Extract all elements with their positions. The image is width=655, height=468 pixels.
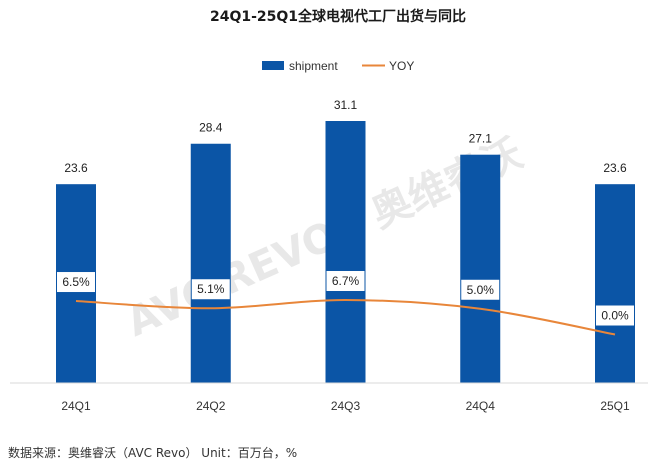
yoy-line [75, 298, 616, 336]
yoy-value-label: 6.5% [62, 275, 90, 289]
bar-24q4 [460, 154, 501, 383]
source-note: 数据来源：奥维睿沃（AVC Revo） Unit：百万台，% [8, 446, 298, 460]
bar-24q3 [325, 121, 366, 383]
yoy-value-label: 6.7% [332, 274, 360, 288]
yoy-value-label: 5.0% [467, 283, 495, 297]
bar-value-label: 23.6 [64, 161, 88, 175]
yoy-label-box [461, 279, 500, 300]
bar-value-label: 31.1 [334, 98, 358, 112]
yoy-value-label: 5.1% [197, 282, 225, 296]
x-tick-label: 24Q4 [466, 399, 496, 413]
bar-value-label: 23.6 [603, 161, 627, 175]
x-tick-label: 24Q1 [61, 399, 91, 413]
legend: shipment YOY [262, 59, 414, 73]
x-axis-ticks: 24Q1 24Q2 24Q3 24Q4 25Q1 [61, 399, 630, 413]
x-tick-label: 24Q2 [196, 399, 226, 413]
legend-shipment-label: shipment [289, 59, 338, 73]
x-tick-label: 25Q1 [600, 399, 630, 413]
bar-25q1 [595, 184, 635, 383]
yoy-label-box [596, 305, 634, 326]
chart-title: 24Q1-25Q1全球电视代工厂出货与同比 [210, 8, 466, 25]
bar-24q2 [190, 143, 231, 383]
yoy-label-box [57, 272, 95, 293]
legend-yoy-label: YOY [389, 59, 414, 73]
bar-value-label: 27.1 [469, 132, 493, 146]
bar-value-label: 28.4 [199, 121, 223, 135]
yoy-value-label: 0.0% [601, 309, 629, 323]
yoy-label-box [326, 271, 365, 291]
yoy-label-box [191, 279, 230, 300]
yoy-layer: 6.5% 5.1% 6.7% 5.0% 0.0% [57, 271, 634, 336]
x-tick-label: 24Q3 [331, 399, 361, 413]
legend-shipment-swatch [262, 61, 284, 70]
